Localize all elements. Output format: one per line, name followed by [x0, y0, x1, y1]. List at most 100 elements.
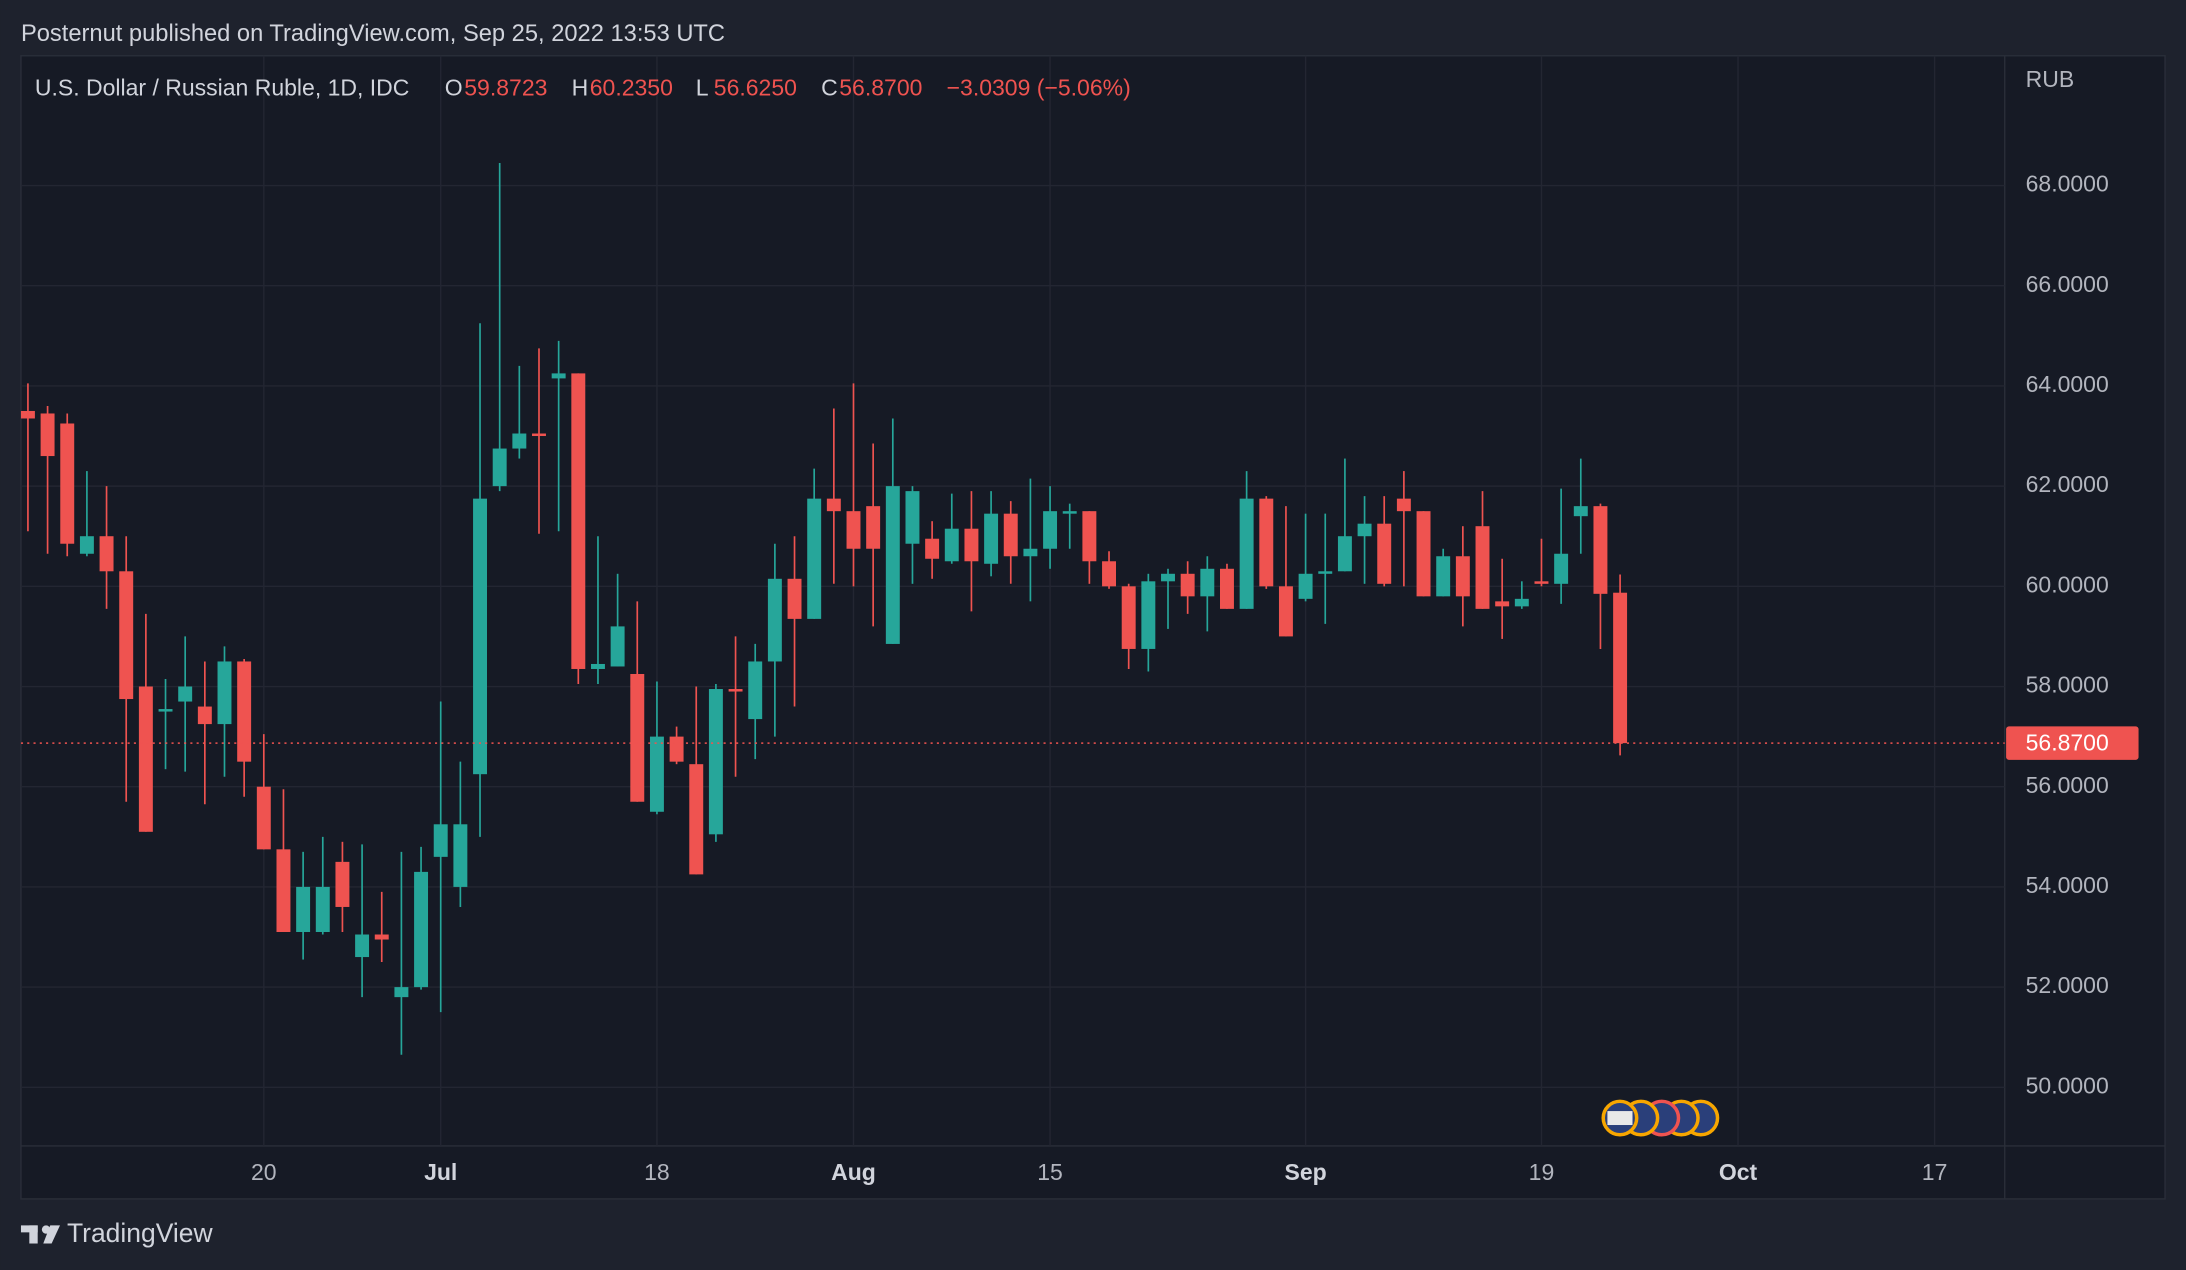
candle-body [414, 871, 429, 988]
grid [20, 55, 2005, 1146]
overlay: 50.0000 52.0000 54.0000 56.0000 58.0000 60.00… [20, 171, 2139, 1185]
event-flags [1601, 1099, 1720, 1137]
candle-body [20, 410, 35, 419]
candle-body [1514, 598, 1529, 607]
x-tick-label: Sep [1285, 1159, 1327, 1185]
candle-body [590, 663, 605, 669]
legend-value: 59.8723 [464, 74, 547, 100]
y-tick-label: 54.0000 [2026, 872, 2109, 898]
legend-label: H [572, 74, 589, 100]
candle-body [1416, 511, 1431, 597]
candle-body [178, 686, 193, 702]
candle-body [492, 448, 507, 487]
candle-body [1436, 556, 1451, 597]
candle-body [40, 413, 55, 457]
x-tick-label: Oct [1719, 1159, 1758, 1185]
candle-body [1573, 506, 1588, 517]
candle-body [1239, 498, 1254, 609]
candle-body [826, 498, 841, 512]
candle-body [433, 824, 448, 857]
candle-body [1121, 586, 1136, 649]
candle-body [807, 498, 822, 619]
candle-body [1180, 573, 1195, 597]
candle-body [708, 689, 723, 835]
y-tick-label: 66.0000 [2026, 271, 2109, 297]
candle-body [1082, 511, 1097, 562]
candle-body [1278, 586, 1293, 637]
candle-body [1613, 592, 1628, 744]
candle-body [335, 861, 350, 907]
candle-body [925, 538, 940, 559]
candle-body [846, 511, 861, 549]
candle-body [1062, 511, 1077, 514]
candle-body [1043, 511, 1058, 549]
candle-body [669, 736, 684, 762]
last-price-label: 56.8700 [2026, 730, 2109, 756]
y-tick-label: 62.0000 [2026, 471, 2109, 497]
candle-body [1534, 581, 1549, 584]
candle-body [99, 536, 114, 572]
candle-body [1220, 568, 1234, 609]
candle-body [355, 934, 370, 958]
brand: TradingView [67, 1218, 214, 1248]
x-tick-label: Aug [831, 1159, 876, 1185]
x-tick-label: 18 [644, 1159, 670, 1185]
y-tick-label: 58.0000 [2026, 672, 2109, 698]
candle-body [571, 373, 586, 669]
candle-body [748, 661, 763, 720]
candle-body [217, 661, 232, 725]
y-tick-label: 68.0000 [2026, 171, 2109, 197]
candle-body [866, 506, 881, 549]
last-price-tag [2006, 726, 2139, 760]
candle-body [649, 736, 664, 812]
candle-body [138, 686, 153, 832]
candle-body [728, 689, 743, 692]
candle-body [256, 786, 271, 850]
x-tick-label: Jul [424, 1159, 457, 1185]
candle-body [944, 528, 959, 562]
x-tick-label: 20 [251, 1159, 277, 1185]
candle-body [1377, 523, 1392, 584]
candle-body [1593, 506, 1608, 594]
candle-body [119, 571, 134, 700]
legend-label: L [696, 74, 709, 100]
chart-panel [20, 55, 2166, 1200]
candle-body [79, 536, 94, 554]
x-tick-label: 15 [1037, 1159, 1063, 1185]
logo-part [43, 1225, 60, 1244]
candle-body [1554, 553, 1569, 584]
y-tick-label: 60.0000 [2026, 571, 2109, 597]
candle-body [984, 513, 999, 564]
candle-body [1337, 536, 1352, 572]
candle-body [315, 886, 330, 933]
y-axis-unit: RUB [2026, 66, 2075, 92]
brand-logo [20, 1225, 60, 1244]
x-tick-label: 17 [1922, 1159, 1948, 1185]
candle-body [1455, 556, 1470, 597]
candle-body [1318, 571, 1333, 574]
candle-body [551, 373, 566, 379]
y-tick-label: 52.0000 [2026, 972, 2109, 998]
candle-body [689, 764, 704, 875]
candle-body [630, 673, 645, 802]
candle-body [1475, 526, 1490, 609]
candle-body [885, 486, 900, 644]
candle-body [787, 578, 802, 619]
candle-body [158, 709, 173, 712]
x-tick-label: 19 [1529, 1159, 1555, 1185]
candle-body [1495, 601, 1510, 607]
y-tick-label: 50.0000 [2026, 1072, 2109, 1098]
legend-value: 56.8700 [839, 74, 922, 100]
candle-body [512, 433, 527, 449]
candle-body [1003, 513, 1018, 557]
change: −3.0309 (−5.06%) [947, 74, 1131, 100]
candle-body [1259, 498, 1274, 587]
candle-body [237, 661, 252, 762]
candle-body [1357, 523, 1372, 537]
candle-body [60, 423, 75, 544]
candle-body [374, 934, 389, 940]
candle-body [473, 498, 487, 775]
published-note: Posternut published on TradingView.com, … [21, 21, 725, 47]
logo-part [29, 1225, 38, 1244]
